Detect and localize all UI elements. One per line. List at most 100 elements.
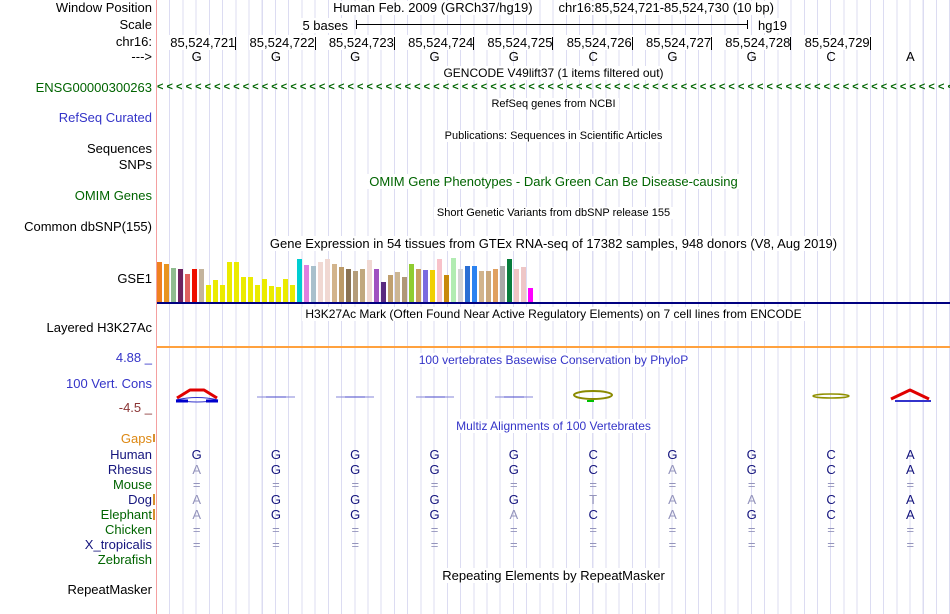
gtex-tissue-bar[interactable]: [500, 266, 505, 302]
species-label[interactable]: Chicken: [105, 522, 152, 537]
gtex-tissue-bar[interactable]: [269, 286, 274, 302]
gtex-tissue-bar[interactable]: [339, 267, 344, 302]
phylop-label[interactable]: 100 Vert. Cons: [66, 376, 152, 391]
repeatmasker-track-title[interactable]: Repeating Elements by RepeatMasker: [157, 568, 950, 583]
gtex-tissue-bar[interactable]: [528, 288, 533, 302]
gtex-tissue-bar[interactable]: [227, 262, 232, 302]
gtex-tissue-bar[interactable]: [185, 274, 190, 302]
gtex-tissue-bar[interactable]: [423, 270, 428, 302]
gtex-tissue-bar[interactable]: [178, 269, 183, 302]
gtex-tissue-bar[interactable]: [199, 269, 204, 302]
alignment-base: =: [906, 477, 915, 492]
sequences-label[interactable]: Sequences: [86, 141, 152, 156]
gtex-tissue-bar[interactable]: [157, 262, 162, 302]
species-label[interactable]: Mouse: [112, 477, 152, 492]
gtex-tissue-bar[interactable]: [297, 259, 302, 302]
gtex-tissue-bar[interactable]: [367, 260, 372, 302]
gtex-tissue-bar[interactable]: [234, 262, 239, 302]
gtex-tissue-bar[interactable]: [255, 285, 260, 302]
multiz-track-title[interactable]: Multiz Alignments of 100 Vertebrates: [157, 419, 950, 433]
gtex-tissue-bar[interactable]: [416, 269, 421, 302]
alignment-base: =: [589, 537, 597, 552]
gtex-tissue-bar[interactable]: [472, 266, 477, 302]
dbsnp-track-title[interactable]: Short Genetic Variants from dbSNP releas…: [157, 206, 950, 220]
publications-track-title[interactable]: Publications: Sequences in Scientific Ar…: [157, 129, 950, 143]
species-label[interactable]: X_tropicalis: [84, 537, 152, 552]
gtex-tissue-bar[interactable]: [451, 258, 456, 302]
gtex-tissue-bar[interactable]: [206, 285, 211, 302]
gtex-gene-label[interactable]: GSE1: [117, 271, 152, 286]
gtex-tissue-bar[interactable]: [514, 269, 519, 302]
gtex-tissue-bar[interactable]: [360, 269, 365, 302]
gtex-tissue-bar[interactable]: [311, 266, 316, 302]
gtex-tissue-bar[interactable]: [164, 264, 169, 302]
gtex-tissue-bar[interactable]: [402, 277, 407, 302]
gtex-tissue-bar[interactable]: [493, 269, 498, 302]
multiz-row-dog[interactable]: Dog A G G G G T A A C A: [0, 492, 950, 507]
gtex-tissue-bar[interactable]: [213, 280, 218, 302]
gtex-tissue-bar[interactable]: [388, 275, 393, 302]
refseq-curated-label[interactable]: RefSeq Curated: [58, 110, 152, 125]
gtex-tissue-bar[interactable]: [248, 277, 253, 302]
multiz-row-x_tropicalis[interactable]: X_tropicalis = = = = = = = = = =: [0, 537, 950, 552]
gtex-tissue-bar[interactable]: [465, 266, 470, 302]
gtex-tissue-bar[interactable]: [353, 271, 358, 302]
gtex-tissue-bar[interactable]: [241, 277, 246, 302]
repeatmasker-label[interactable]: RepeatMasker: [67, 582, 152, 597]
gtex-tissue-bar[interactable]: [290, 285, 295, 302]
gtex-tissue-bar[interactable]: [479, 271, 484, 302]
snps-label[interactable]: SNPs: [118, 157, 152, 172]
gtex-tissue-bar[interactable]: [486, 271, 491, 302]
omim-genes-label[interactable]: OMIM Genes: [74, 188, 152, 203]
gtex-tissue-bar[interactable]: [409, 264, 414, 302]
gtex-tissue-bar[interactable]: [192, 269, 197, 302]
h3k27ac-label[interactable]: Layered H3K27Ac: [46, 320, 152, 335]
gencode-gene-arrows[interactable]: <<<<<<<<<<<<<<<<<<<<<<<<<<<<<<<<<<<<<<<<…: [157, 81, 950, 93]
multiz-row-chicken[interactable]: Chicken = = = = = = = = = =: [0, 522, 950, 537]
gtex-tissue-bar[interactable]: [521, 267, 526, 302]
species-label[interactable]: Elephant: [100, 507, 152, 522]
multiz-row-rhesus[interactable]: Rhesus A G G G G C A G C A: [0, 462, 950, 477]
gtex-tissue-bar[interactable]: [262, 279, 267, 302]
species-label[interactable]: Rhesus: [107, 462, 152, 477]
alignment-base: G: [508, 462, 519, 477]
species-label[interactable]: Zebrafish: [97, 552, 152, 567]
gtex-tissue-bar[interactable]: [444, 275, 449, 302]
phylop-glyph-row[interactable]: [157, 384, 950, 412]
multiz-row-human[interactable]: Human G G G G G C G G C A: [0, 447, 950, 462]
dbsnp-label[interactable]: Common dbSNP(155): [24, 219, 152, 234]
gtex-tissue-bar[interactable]: [318, 262, 323, 302]
gtex-tissue-bar[interactable]: [374, 269, 379, 302]
gtex-tissue-bar[interactable]: [276, 287, 281, 302]
gtex-tissue-bar[interactable]: [381, 282, 386, 302]
gtex-tissue-bar[interactable]: [346, 269, 351, 302]
gtex-tissue-bar[interactable]: [437, 259, 442, 302]
gtex-tissue-bar[interactable]: [220, 285, 225, 302]
omim-track-title[interactable]: OMIM Gene Phenotypes - Dark Green Can Be…: [157, 174, 950, 189]
gaps-label[interactable]: Gaps: [120, 431, 152, 446]
refseq-track-title[interactable]: RefSeq genes from NCBI: [157, 97, 950, 111]
gtex-tissue-bar[interactable]: [325, 259, 330, 302]
gencode-gene-label[interactable]: ENSG00000300263: [35, 80, 152, 95]
gtex-tissue-bar[interactable]: [395, 272, 400, 302]
multiz-row-elephant[interactable]: Elephant A G G G A C A G C A: [0, 507, 950, 522]
gtex-tissue-bar[interactable]: [304, 265, 309, 302]
gtex-tissue-bar[interactable]: [171, 268, 176, 302]
position-tick: [790, 37, 792, 50]
species-label[interactable]: Human: [110, 447, 152, 462]
multiz-row-mouse[interactable]: Mouse = = = = = = = = = =: [0, 477, 950, 492]
gtex-track-title[interactable]: Gene Expression in 54 tissues from GTEx …: [157, 236, 950, 251]
gtex-tissue-bar[interactable]: [430, 270, 435, 302]
gencode-track-title[interactable]: GENCODE V49lift37 (1 items filtered out): [157, 66, 950, 80]
gtex-tissue-bar[interactable]: [332, 264, 337, 302]
species-label[interactable]: Dog: [128, 492, 152, 507]
multiz-row-zebrafish[interactable]: Zebrafish: [0, 552, 950, 567]
alignment-base: =: [827, 477, 835, 492]
strand-arrow: --->: [131, 49, 152, 64]
gtex-tissue-bar[interactable]: [458, 269, 463, 302]
gtex-tissue-bar[interactable]: [507, 259, 512, 302]
h3k27ac-track-title[interactable]: H3K27Ac Mark (Often Found Near Active Re…: [157, 307, 950, 321]
gtex-tissue-bar[interactable]: [283, 279, 288, 302]
gtex-expression-bars[interactable]: [157, 256, 537, 302]
phylop-track-title[interactable]: 100 vertebrates Basewise Conservation by…: [157, 353, 950, 367]
